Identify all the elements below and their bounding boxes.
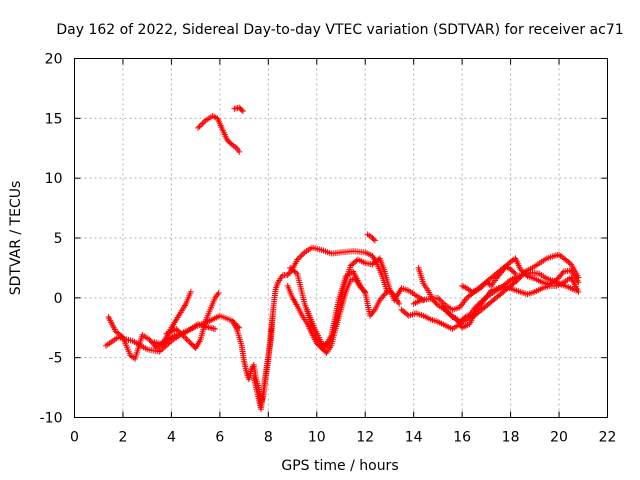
data-point: [196, 123, 203, 130]
data-point: [436, 296, 443, 303]
data-point: [433, 300, 440, 307]
data-point: [517, 266, 524, 273]
data-point: [300, 250, 307, 257]
data-point: [298, 252, 305, 259]
data-point: [444, 308, 451, 315]
data-point: [173, 325, 180, 332]
data-point: [506, 278, 513, 285]
data-point: [195, 124, 202, 131]
data-point: [439, 299, 446, 306]
data-point: [396, 300, 403, 307]
x-tick-label: 6: [215, 430, 224, 446]
x-tick-label: 14: [405, 430, 423, 446]
data-point: [212, 325, 219, 332]
data-point: [295, 255, 302, 262]
y-tick-label: -10: [40, 411, 63, 427]
data-point: [559, 269, 566, 276]
y-tick-label: 15: [45, 111, 63, 127]
x-tick-label: 2: [118, 430, 127, 446]
data-point: [518, 267, 525, 274]
data-point: [511, 269, 518, 276]
x-tick-label: 18: [502, 430, 520, 446]
data-point: [371, 237, 378, 244]
data-point: [153, 345, 160, 352]
data-point: [186, 338, 193, 345]
x-tick-label: 10: [308, 430, 326, 446]
data-point: [404, 311, 411, 318]
data-point: [174, 327, 181, 334]
data-point: [183, 335, 190, 342]
data-point: [462, 313, 469, 320]
data-point: [437, 297, 444, 304]
x-tick-label: 12: [356, 430, 374, 446]
data-point: [575, 279, 582, 286]
data-point: [184, 337, 191, 344]
data-point: [179, 331, 186, 338]
data-point: [200, 119, 207, 126]
x-tick-label: 22: [599, 430, 617, 446]
data-point: [523, 271, 530, 278]
data-point: [380, 292, 387, 299]
data-point: [238, 106, 245, 113]
y-axis-label: SDTVAR / TECUs: [8, 181, 24, 296]
y-tick-label: 10: [45, 171, 63, 187]
data-point: [292, 269, 299, 276]
data-point: [176, 328, 183, 335]
data-point: [297, 253, 304, 260]
data-point: [439, 304, 446, 311]
data-point: [513, 278, 520, 285]
data-point: [239, 108, 246, 115]
data-point: [506, 260, 513, 267]
data-point: [180, 333, 187, 340]
data-point: [118, 333, 125, 340]
data-point: [575, 288, 582, 295]
x-tick-label: 20: [550, 430, 568, 446]
data-point: [441, 305, 448, 312]
data-point: [164, 336, 171, 343]
data-point: [521, 270, 528, 277]
data-point: [181, 334, 188, 341]
x-tick-label: 0: [70, 430, 79, 446]
data-point: [566, 260, 573, 267]
x-axis-label: GPS time / hours: [281, 458, 398, 474]
data-point: [215, 290, 222, 297]
data-point: [177, 330, 184, 337]
y-tick-label: 5: [54, 231, 63, 247]
y-tick-label: 20: [45, 52, 63, 68]
y-tick-label: 0: [54, 291, 63, 307]
data-point: [440, 300, 447, 307]
data-point: [199, 120, 206, 127]
axis-ticks: 0 2 4 6 8 10 12 14 16 18 20 22 -10 -5 0 5 10 15 20: [40, 52, 617, 446]
data-points: [102, 104, 582, 413]
data-point: [187, 288, 194, 295]
x-tick-label: 4: [167, 430, 176, 446]
data-point: [520, 268, 527, 275]
data-point: [197, 122, 204, 129]
data-point: [434, 294, 441, 301]
grid: [74, 58, 608, 418]
x-tick-label: 8: [264, 430, 273, 446]
data-point: [236, 148, 243, 155]
x-tick-label: 16: [453, 430, 471, 446]
data-point: [294, 256, 301, 263]
data-point: [370, 236, 377, 243]
y-tick-label: -5: [49, 351, 63, 367]
data-point: [445, 310, 452, 317]
chart-title: Day 162 of 2022, Sidereal Day-to-day VTE…: [56, 22, 623, 38]
data-point: [442, 307, 449, 314]
data-point: [370, 308, 377, 315]
data-point: [512, 270, 519, 277]
